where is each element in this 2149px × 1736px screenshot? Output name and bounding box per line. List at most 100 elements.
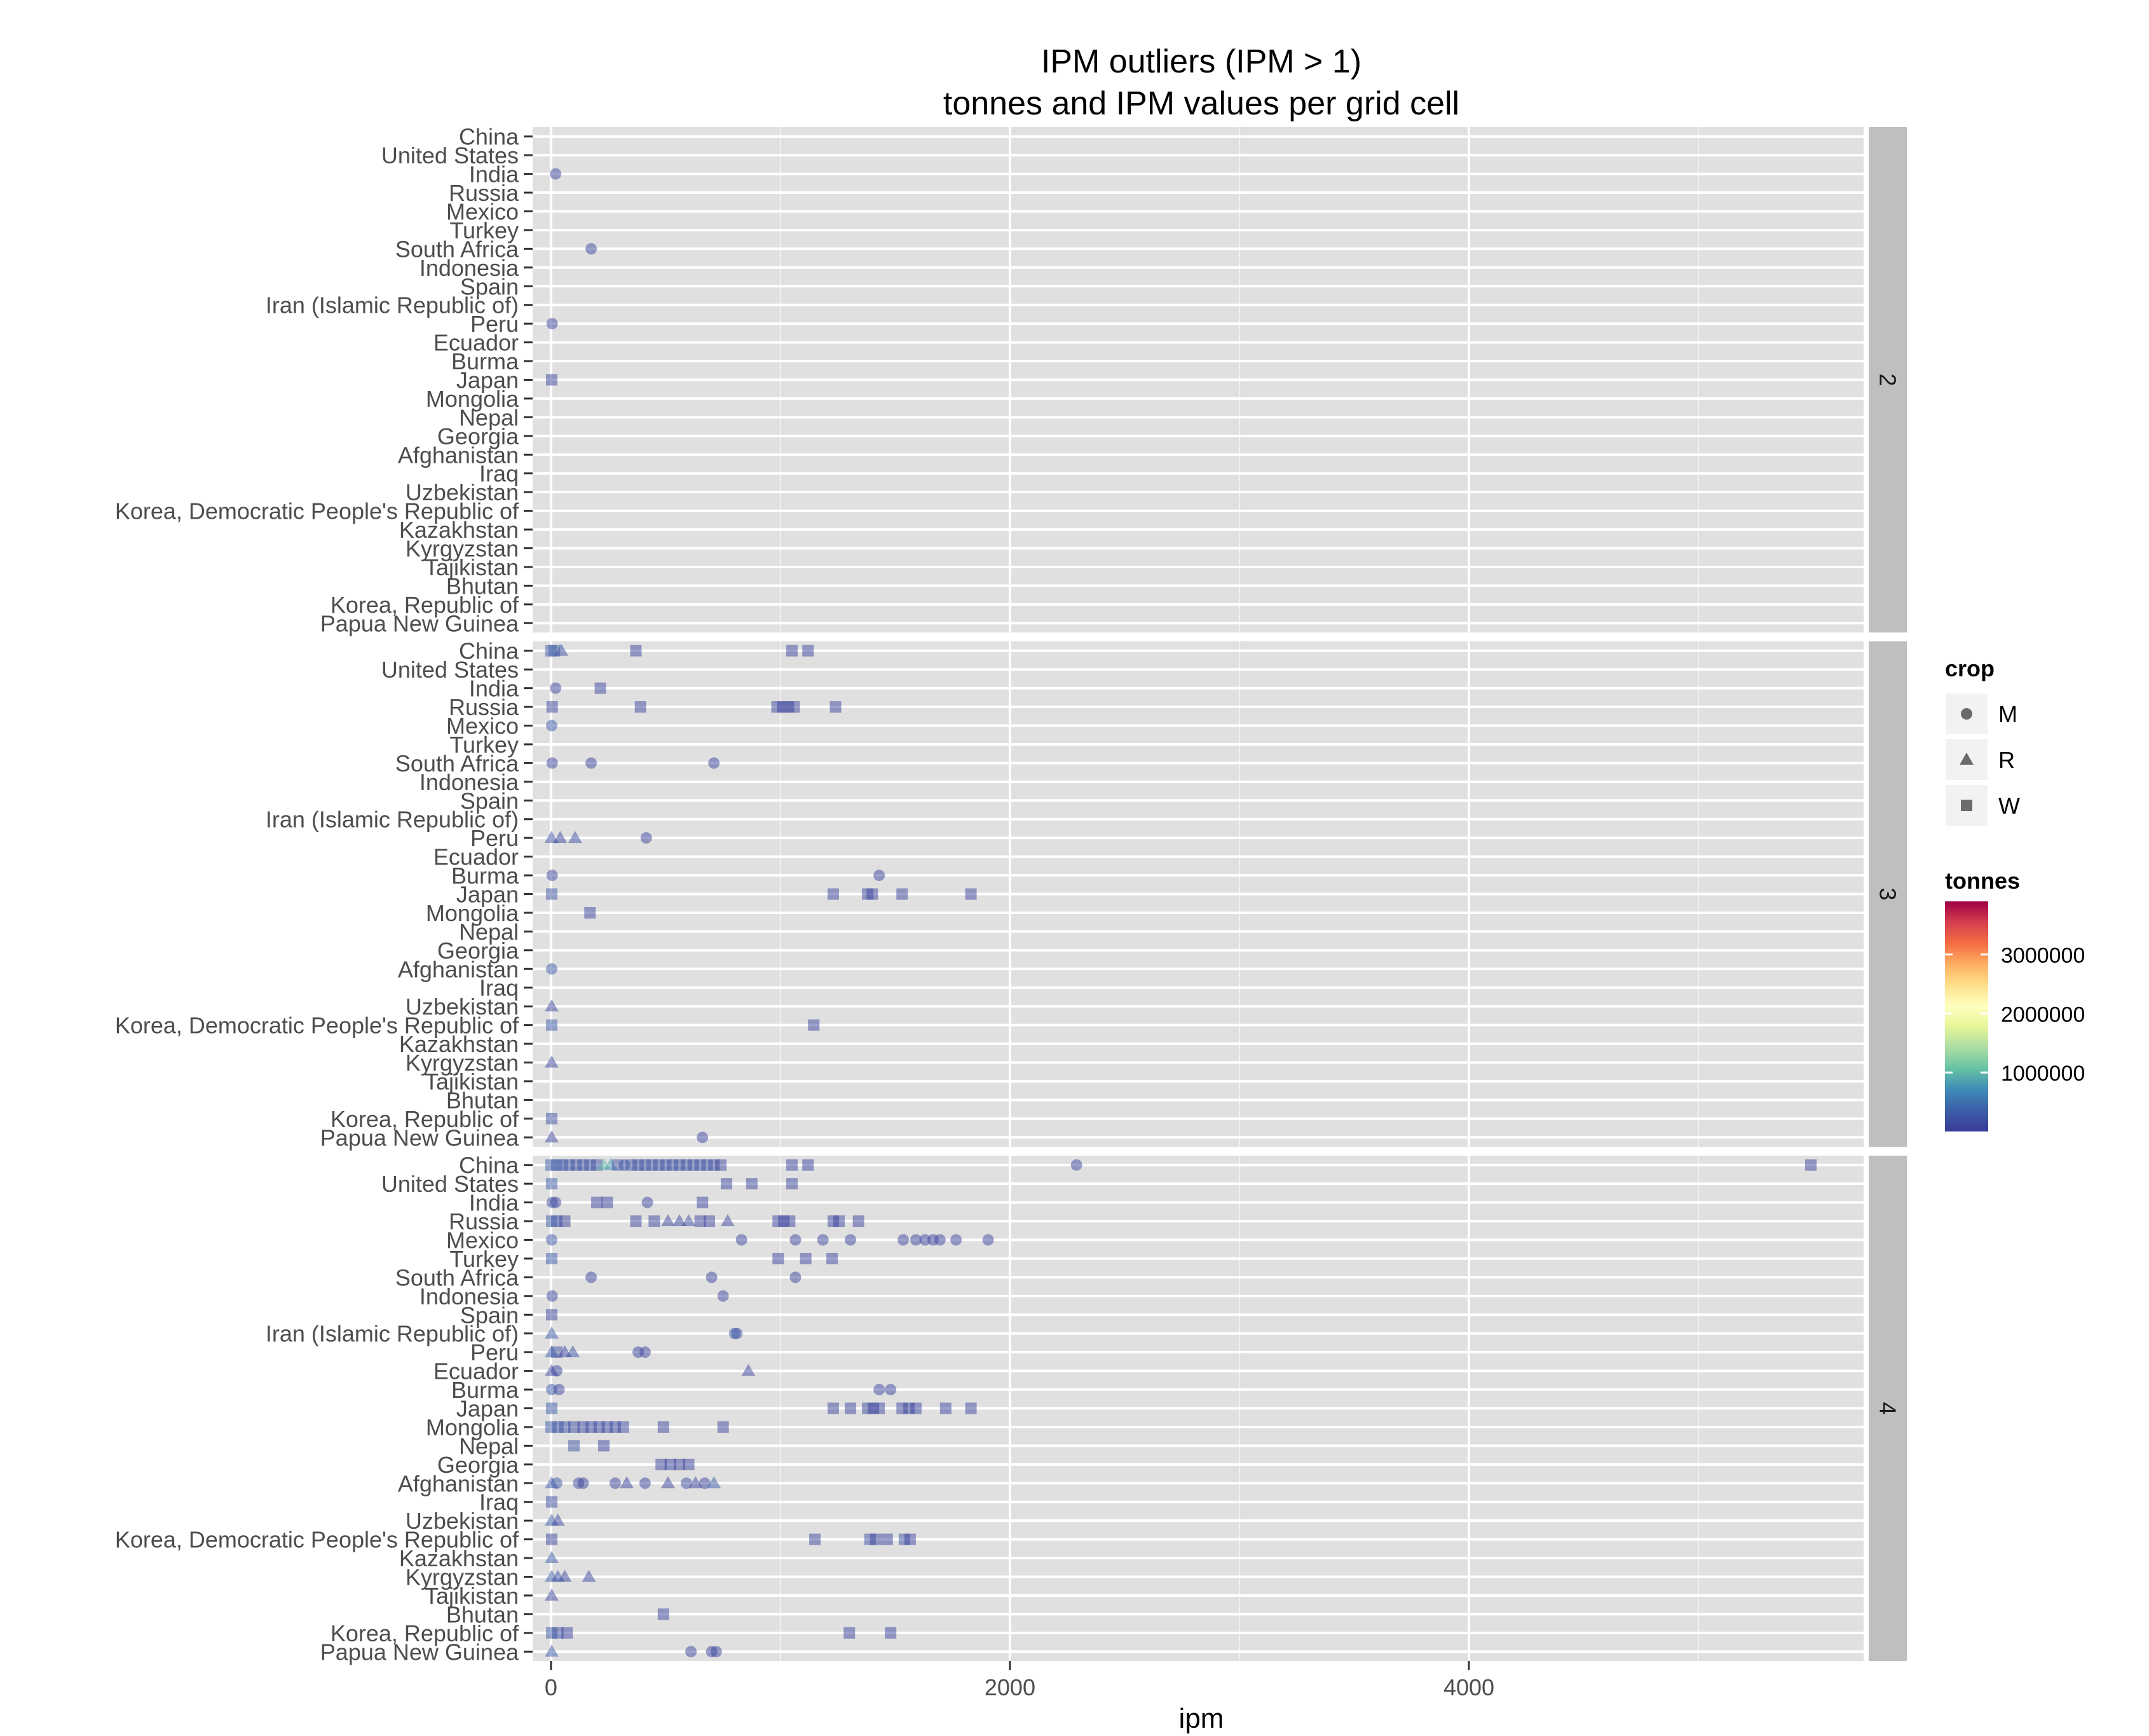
y-tick-label-tajikistan: Tajikistan [425,554,519,580]
y-tick-label-india: India [469,676,519,702]
point-r-russia [661,1214,676,1227]
point-w-korea-republic-of [561,1627,573,1639]
y-tick-label-japan: Japan [456,1396,519,1422]
y-tick-label-tajikistan: Tajikistan [425,1069,519,1095]
y-tick-label-mongolia: Mongolia [426,900,519,926]
point-m-china [1070,1159,1082,1171]
chart-title: IPM outliers (IPM > 1) [1041,43,1361,80]
y-tick-label-papua-new-guinea: Papua New Guinea [320,610,519,636]
y-tick-label-south-africa: South Africa [395,750,519,776]
colorbar-tick-label: 1000000 [2001,1062,2085,1086]
point-w-india [591,1196,603,1208]
point-r-kazakhstan [544,1551,559,1564]
strip-label-4: 4 [1875,1402,1901,1414]
y-tick-label-russia: Russia [449,1208,519,1234]
legend-label-r: R [1998,747,2015,773]
colorbar-tick-label: 3000000 [2001,944,2085,968]
point-r-russia [720,1214,735,1227]
point-m-afghanistan [699,1477,711,1489]
point-w-georgia [664,1458,676,1470]
y-tick-label-tajikistan: Tajikistan [425,1583,519,1609]
grid [533,1156,1864,1661]
point-w-georgia [683,1458,695,1470]
point-w-japan [845,1402,857,1414]
point-w-russia [546,701,558,713]
point-m-peru [639,1346,651,1358]
point-r-russia [672,1214,687,1227]
y-tick-label-kazakhstan: Kazakhstan [399,517,519,543]
point-w-india [594,682,606,694]
x-axis: 0 2000 4000 [545,1661,1494,1700]
y-tick-label-japan: Japan [456,367,519,393]
y-tick-label-nepal: Nepal [459,404,519,430]
point-m-mexico [919,1234,931,1246]
point-w-nepal [597,1440,610,1452]
point-w-china [630,645,642,657]
point-m-afghanistan [550,1477,563,1489]
point-m-afghanistan [577,1477,589,1489]
point-w-korea-democratic-people-s-republic-of [870,1533,882,1545]
point-w-nepal [568,1440,580,1452]
y-tick-label-iran-islamic-republic-of: Iran (Islamic Republic of) [266,292,519,318]
legend-label-w: W [1998,793,2020,819]
point-m-burma [553,1384,565,1396]
point-w-india [601,1196,613,1208]
y-tick-label-peru: Peru [470,825,519,851]
point-w-korea-democratic-people-s-republic-of [545,1019,557,1031]
point-r-peru [553,831,568,844]
y-tick-label-mongolia: Mongolia [426,1414,519,1440]
y-tick-label-mexico: Mexico [446,1227,519,1254]
point-m-india [550,1196,562,1208]
y-tick-label-papua-new-guinea: Papua New Guinea [320,1639,519,1665]
y-tick-label-united-states: United States [381,657,519,683]
point-r-uzbekistan [550,1514,565,1526]
y-tick-label-georgia: Georgia [437,938,519,964]
point-w-china [802,1159,814,1171]
point-w-mongolia [568,1421,580,1433]
point-r-peru [568,831,582,844]
y-tick-label-turkey: Turkey [449,732,519,758]
point-m-south-africa [585,1271,597,1283]
point-w-china [786,645,798,657]
y-tick-label-indonesia: Indonesia [420,255,519,281]
point-m-iran-islamic-republic-of [731,1327,743,1339]
y-tick-label-burma: Burma [451,863,519,889]
point-w-russia [694,1215,706,1227]
point-m-south-africa [546,757,558,769]
point-r-kyrgyzstan [544,1055,559,1068]
chart-subtitle: tonnes and IPM values per grid cell [943,85,1459,122]
y-tick-label-spain: Spain [460,273,519,299]
point-w-china [802,645,814,657]
strip-4 [1869,1156,1907,1661]
point-w-georgia [655,1458,667,1470]
y-tick-label-papua-new-guinea: Papua New Guinea [320,1124,519,1151]
y-tick-label-turkey: Turkey [449,1246,519,1272]
point-w-japan [873,1402,885,1414]
point-w-korea-republic-of [552,1627,564,1639]
point-w-japan [939,1402,952,1414]
point-w-korea-democratic-people-s-republic-of [545,1533,557,1545]
point-r-tajikistan [544,1588,559,1601]
point-m-mexico [735,1234,747,1246]
points [544,643,977,1144]
point-m-burma [546,870,558,882]
y-tick-label-georgia: Georgia [437,423,519,449]
y-tick-label-korea-republic-of: Korea, Republic of [331,1106,519,1132]
y-tick-label-bhutan: Bhutan [446,1601,519,1627]
point-m-afghanistan [680,1477,692,1489]
point-w-korea-democratic-people-s-republic-of [881,1533,893,1545]
point-w-turkey [545,1252,557,1264]
y-tick-label-kyrgyzstan: Kyrgyzstan [406,1564,519,1590]
y-tick-label-russia: Russia [449,180,519,206]
point-w-japan [545,1402,557,1414]
point-r-papua-new-guinea [544,1130,559,1143]
point-w-mongolia [559,1421,571,1433]
point-w-india [697,1196,709,1208]
y-tick-label-uzbekistan: Uzbekistan [406,1508,519,1534]
point-w-japan [965,1402,977,1414]
legend-shape-w [1961,800,1972,811]
y-tick-label-south-africa: South Africa [395,1264,519,1290]
